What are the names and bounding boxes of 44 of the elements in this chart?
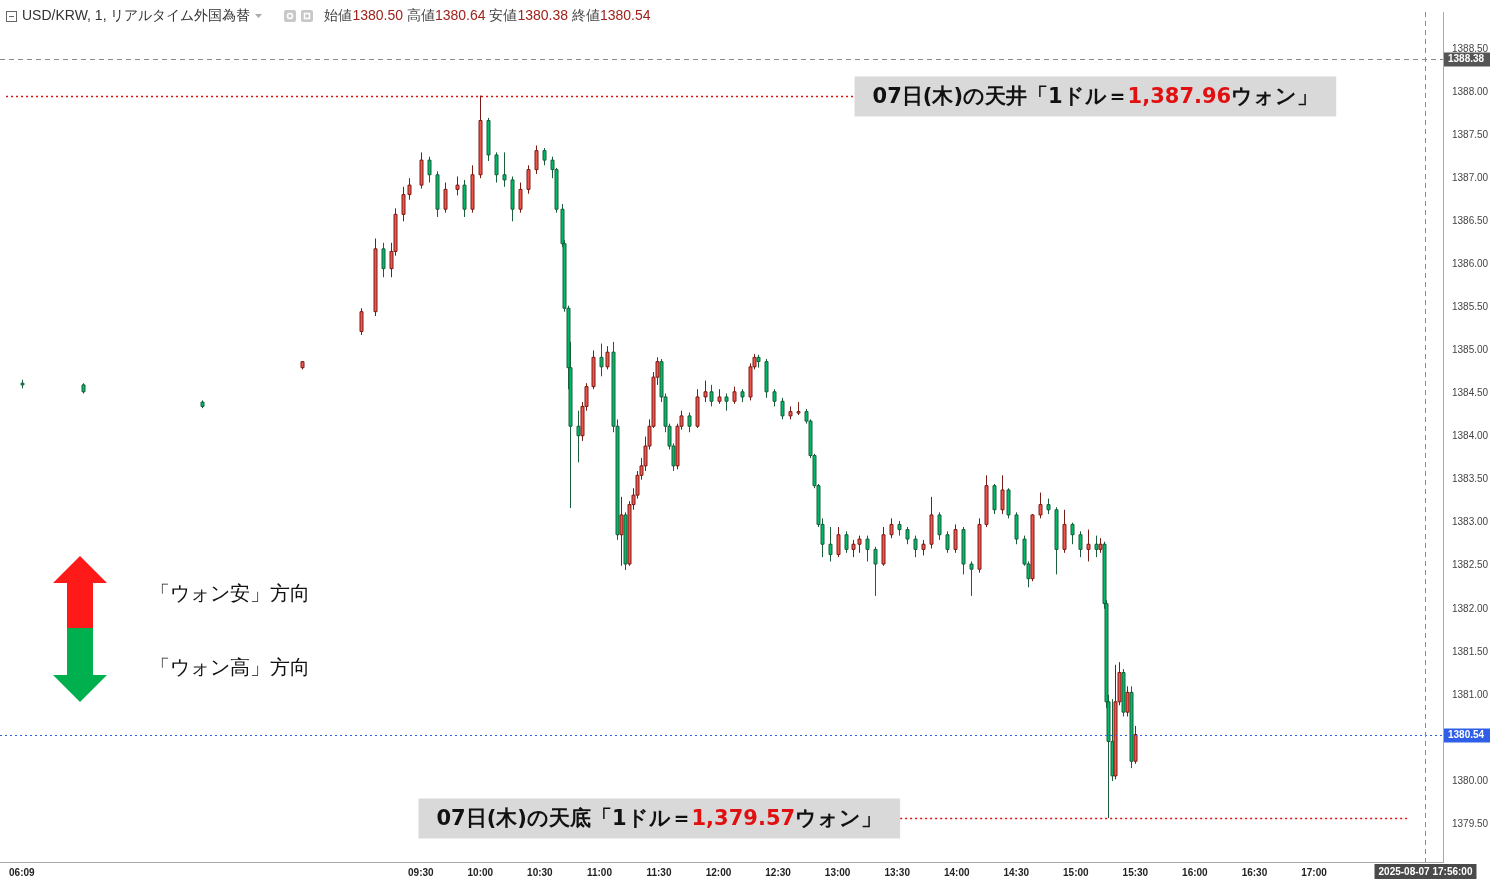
ref-line-label: 1380.54 — [1448, 729, 1485, 741]
y-tick-label: 1386.50 — [1452, 215, 1489, 227]
y-tick-label: 1381.00 — [1452, 688, 1489, 700]
y-tick-label: 1382.00 — [1452, 602, 1489, 614]
x-tick-label: 15:30 — [1122, 866, 1149, 878]
ref-line-label: 07日(木)の天底「1ドル＝1,379.57ウォン」 — [436, 805, 883, 830]
y-tick-label: 1382.50 — [1452, 559, 1489, 571]
annotation: 「ウォン高」方向 — [150, 655, 310, 680]
y-tick-label: 1383.00 — [1452, 516, 1489, 528]
y-tick-label: 1386.00 — [1452, 258, 1489, 270]
x-tick-label: 13:00 — [824, 866, 851, 878]
x-tick-label: 12:30 — [765, 866, 792, 878]
y-tick-label: 1385.50 — [1452, 301, 1489, 313]
y-tick-label: 1384.50 — [1452, 387, 1489, 399]
y-tick-label: 1380.00 — [1452, 774, 1489, 786]
x-tick-label: 13:30 — [884, 866, 911, 878]
y-tick-label: 1379.50 — [1452, 817, 1489, 829]
ref-line-label: 1388.38 — [1448, 53, 1485, 65]
y-tick-label: 1385.00 — [1452, 344, 1489, 356]
x-tick-label: 11:30 — [646, 866, 672, 878]
x-tick-label: 06:09 — [9, 866, 36, 878]
x-tick-label: 16:30 — [1241, 866, 1268, 878]
x-tick-label: 15:00 — [1063, 866, 1090, 878]
ref-line-label: 2025-08-07 17:56:00 — [1378, 865, 1473, 877]
x-tick-label: 14:30 — [1003, 866, 1030, 878]
x-tick-label: 12:00 — [705, 866, 732, 878]
y-tick-label: 1387.50 — [1452, 128, 1489, 140]
x-tick-label: 16:00 — [1182, 866, 1209, 878]
y-tick-label: 1387.00 — [1452, 171, 1489, 183]
y-tick-label: 1388.00 — [1452, 85, 1489, 97]
y-tick-label: 1383.50 — [1452, 473, 1489, 485]
x-tick-label: 10:30 — [527, 866, 554, 878]
x-tick-label: 09:30 — [408, 866, 435, 878]
x-tick-label: 11:00 — [586, 866, 613, 878]
x-tick-label: 10:00 — [467, 866, 494, 878]
annotation: 「ウォン安」方向 — [150, 581, 310, 606]
chart-title: USD/KRW, 1, リアルタイム外国為替 — [22, 7, 251, 25]
y-tick-label: 1384.00 — [1452, 430, 1489, 442]
ref-line-label: 07日(木)の天井「1ドル＝1,387.96ウォン」 — [872, 83, 1319, 108]
x-tick-label: 14:00 — [943, 866, 970, 878]
x-tick-label: 17:00 — [1301, 866, 1328, 878]
chart-subtitle: 始値1380.50 高値1380.64 安値1380.38 終値1380.54 — [324, 7, 651, 23]
y-tick-label: 1388.50 — [1452, 42, 1489, 54]
y-tick-label: 1381.50 — [1452, 645, 1489, 657]
